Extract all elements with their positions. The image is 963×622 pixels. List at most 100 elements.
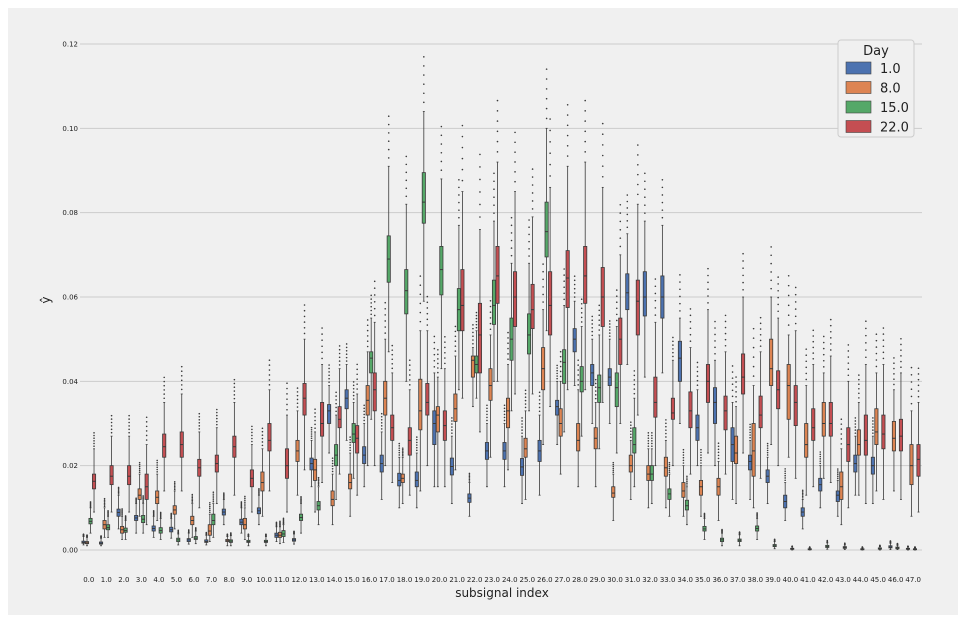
outlier-point bbox=[893, 367, 895, 370]
outlier-point bbox=[615, 319, 618, 322]
box-1.0-41.0 bbox=[800, 489, 805, 530]
outlier-point bbox=[619, 203, 622, 206]
box-iqr bbox=[355, 425, 360, 454]
outlier-point bbox=[121, 510, 123, 513]
outlier-point bbox=[717, 442, 720, 445]
outlier-point bbox=[380, 415, 383, 418]
outlier-point bbox=[145, 439, 148, 441]
outlier-point bbox=[93, 445, 95, 447]
box-22.0-8.0 bbox=[232, 378, 237, 496]
box-iqr bbox=[320, 402, 325, 437]
box-iqr bbox=[793, 385, 798, 427]
outlier-point bbox=[528, 233, 530, 236]
box-iqr bbox=[344, 389, 349, 410]
box-22.0-7.0 bbox=[214, 408, 219, 505]
outlier-point bbox=[209, 503, 211, 506]
box-15.0-31.0 bbox=[632, 370, 637, 488]
outlier-point bbox=[633, 383, 636, 386]
outlier-point bbox=[191, 493, 194, 496]
outlier-point bbox=[296, 398, 299, 401]
outlier-point bbox=[612, 465, 615, 468]
outlier-point bbox=[847, 368, 850, 370]
outlier-point bbox=[226, 533, 229, 536]
outlier-point bbox=[401, 447, 404, 449]
box-15.0-11.0 bbox=[281, 517, 286, 543]
outlier-point bbox=[714, 346, 716, 349]
box-8.0-10.0 bbox=[260, 427, 265, 517]
box-1.0-28.0 bbox=[572, 275, 577, 386]
outlier-point bbox=[872, 417, 874, 419]
outlier-point bbox=[419, 293, 422, 296]
outlier-point bbox=[812, 357, 815, 360]
outlier-point bbox=[121, 514, 123, 516]
outlier-point bbox=[822, 335, 825, 338]
outlier-point bbox=[528, 248, 530, 250]
outlier-point bbox=[858, 383, 860, 386]
outlier-point bbox=[345, 356, 348, 359]
outlier-point bbox=[893, 383, 895, 386]
box-15.0-16.0 bbox=[369, 294, 374, 420]
outlier-point bbox=[819, 460, 822, 462]
outlier-point bbox=[472, 335, 474, 338]
outlier-point bbox=[514, 131, 516, 134]
outlier-point bbox=[584, 130, 586, 133]
box-iqr bbox=[548, 271, 553, 336]
outlier-point bbox=[198, 428, 201, 430]
outlier-point bbox=[93, 437, 95, 439]
outlier-point bbox=[805, 348, 808, 350]
x-tick-label: 3.0 bbox=[136, 576, 147, 584]
outlier-point bbox=[630, 430, 632, 433]
outlier-point bbox=[352, 394, 355, 397]
outlier-point bbox=[598, 314, 601, 317]
outlier-point bbox=[489, 317, 492, 319]
outlier-point bbox=[489, 311, 492, 313]
outlier-point bbox=[556, 364, 558, 367]
outlier-point bbox=[531, 208, 534, 210]
outlier-point bbox=[626, 220, 629, 222]
outlier-point bbox=[212, 497, 215, 499]
box-1.0-26.0 bbox=[537, 391, 542, 496]
x-tick-label: 23.0 bbox=[484, 576, 500, 584]
legend: Day 1.0 8.0 15.0 22.0 bbox=[837, 39, 915, 138]
box-iqr bbox=[642, 271, 647, 317]
outlier-point bbox=[608, 329, 611, 331]
outlier-point bbox=[559, 365, 562, 368]
legend-swatch-1.0 bbox=[845, 61, 872, 75]
outlier-point bbox=[784, 472, 786, 475]
outlier-point bbox=[454, 335, 457, 338]
x-tick-label: 24.0 bbox=[502, 576, 518, 584]
plot-background bbox=[8, 8, 958, 615]
outlier-point bbox=[328, 367, 330, 370]
box-1.0-9.0 bbox=[239, 501, 244, 534]
outlier-point bbox=[601, 175, 604, 178]
box-iqr bbox=[530, 283, 535, 330]
box-iqr bbox=[705, 364, 711, 403]
outlier-point bbox=[742, 252, 744, 255]
outlier-point bbox=[121, 509, 123, 511]
box-15.0-0.0 bbox=[88, 501, 93, 534]
outlier-point bbox=[538, 399, 541, 401]
outlier-point bbox=[556, 367, 558, 369]
outlier-point bbox=[672, 340, 674, 343]
box-iqr bbox=[439, 245, 444, 296]
outlier-point bbox=[528, 240, 530, 243]
outlier-point bbox=[651, 440, 653, 442]
outlier-point bbox=[321, 351, 323, 354]
outlier-point bbox=[584, 99, 586, 102]
outlier-point bbox=[163, 393, 165, 395]
outlier-point bbox=[363, 407, 365, 410]
box-iqr bbox=[769, 338, 774, 386]
outlier-point bbox=[689, 340, 692, 342]
outlier-point bbox=[416, 436, 418, 438]
outlier-point bbox=[128, 414, 130, 417]
outlier-point bbox=[580, 316, 583, 319]
outlier-point bbox=[679, 302, 681, 305]
box-iqr bbox=[881, 414, 886, 450]
outlier-point bbox=[451, 423, 453, 425]
outlier-point bbox=[787, 324, 790, 326]
outlier-point bbox=[216, 408, 218, 411]
x-tick-label: 18.0 bbox=[397, 576, 413, 584]
outlier-point bbox=[293, 530, 295, 533]
outlier-point bbox=[310, 437, 313, 440]
